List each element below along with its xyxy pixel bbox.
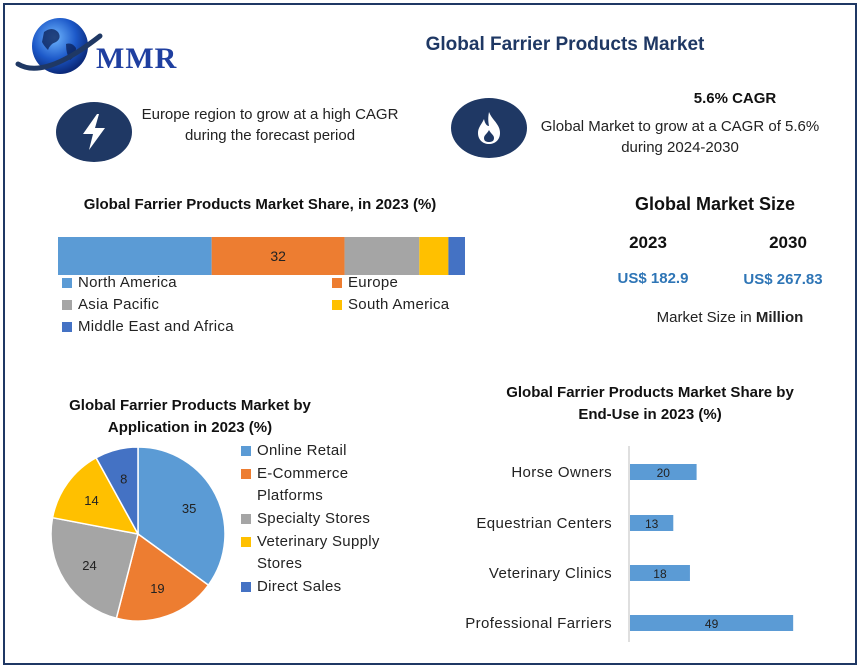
pie-data-label: 35 — [182, 501, 196, 516]
enduse-category-label: Professional Farriers — [465, 615, 612, 632]
enduse-bar-horse-owners — [630, 464, 697, 480]
stacked-data-label: 32 — [270, 248, 286, 264]
legend-label: Europe — [348, 274, 399, 291]
pie-slice-direct-sales — [95, 446, 139, 535]
legend-swatch — [62, 277, 72, 288]
pie-data-label: 24 — [82, 558, 96, 573]
enduse-data-label: 20 — [657, 466, 671, 480]
legend-swatch — [241, 582, 251, 592]
legend-item-north-america: North America — [62, 274, 177, 291]
pie-chart: 35 19 24 14 8 — [50, 446, 226, 622]
year-2023: 2023 — [629, 233, 667, 252]
legend-label: South America — [348, 296, 450, 313]
market-value-2023: US$ 182.9 — [617, 270, 689, 287]
legend-label: Middle East and Africa — [78, 318, 234, 335]
mmr-logo: MMR — [14, 14, 178, 80]
stacked-segment-middle-east-and-africa — [448, 237, 465, 275]
legend-item-specialty-stores: Specialty Stores — [241, 508, 401, 530]
year-2030: 2030 — [769, 233, 807, 252]
legend-item-veterinary-supply-stores: Veterinary Supply Stores — [241, 531, 401, 575]
market-size-title: Global Market Size — [634, 194, 796, 214]
pie-data-label: 14 — [84, 493, 98, 508]
enduse-bar-professional-farriers — [630, 615, 794, 631]
legend-label: E-Commerce Platforms — [257, 465, 349, 504]
legend-item-asia-pacific: Asia Pacific — [62, 296, 159, 313]
lightning-bolt-icon — [56, 102, 132, 162]
globe-logo-icon — [15, 18, 103, 74]
legend-label: Asia Pacific — [78, 296, 160, 313]
cagr-heading: 5.6% CAGR — [693, 90, 777, 107]
legend-swatch — [241, 537, 251, 547]
stacked-segment-europe — [211, 237, 345, 275]
legend-item-europe: Europe — [332, 274, 398, 291]
enduse-bar-equestrian-centers — [630, 515, 674, 531]
market-value-2030: US$ 267.83 — [743, 271, 823, 288]
enduse-data-label: 49 — [705, 617, 719, 631]
legend-swatch — [241, 514, 251, 524]
stacked-segment-north-america — [58, 237, 212, 275]
legend-item-south-america: South America — [332, 296, 449, 313]
legend-label: Specialty Stores — [257, 510, 371, 527]
enduse-chart-title: Global Farrier Products Market Share by … — [506, 384, 794, 423]
logo-text: MMR — [96, 42, 178, 75]
market-size-unit: Market Size in Million — [656, 309, 804, 326]
legend-label: Direct Sales — [257, 578, 342, 595]
stacked-segment-asia-pacific — [344, 237, 420, 275]
legend-swatch — [62, 321, 72, 332]
enduse-category-label: Equestrian Centers — [476, 515, 612, 532]
pie-data-label: 19 — [150, 581, 164, 596]
pie-slice-e-commerce-platforms — [115, 532, 210, 622]
legend-swatch — [241, 446, 251, 456]
legend-item-online-retail: Online Retail — [241, 440, 401, 462]
enduse-category-label: Veterinary Clinics — [489, 565, 612, 582]
cagr-note: Global Market to grow at a CAGR of 5.6% … — [540, 118, 820, 156]
pie-data-label: 8 — [120, 471, 127, 486]
flame-icon — [451, 98, 527, 158]
pie-slice-veterinary-supply-stores — [51, 456, 140, 536]
stacked-chart-title: Global Farrier Products Market Share, in… — [83, 196, 437, 213]
legend-swatch — [332, 299, 342, 310]
stacked-segment-south-america — [419, 237, 449, 275]
legend-label: Online Retail — [257, 442, 347, 459]
europe-growth-note: Europe region to grow at a high CAGR dur… — [141, 106, 399, 144]
legend-label: North America — [78, 274, 177, 291]
legend-item-middle-east-and-africa: Middle East and Africa — [62, 318, 234, 335]
enduse-bar-veterinary-clinics — [630, 565, 690, 581]
pie-slice-specialty-stores — [50, 516, 139, 620]
legend-item-e-commerce-platforms: E-Commerce Platforms — [241, 463, 401, 507]
page-title: Global Farrier Products Market — [425, 34, 705, 55]
legend-swatch — [62, 299, 72, 310]
pie-chart-title: Global Farrier Products Market by Applic… — [69, 397, 311, 436]
legend-label: Veterinary Supply Stores — [257, 533, 380, 572]
legend-swatch — [241, 469, 251, 479]
legend-swatch — [332, 277, 342, 288]
pie-slice-online-retail — [137, 446, 226, 587]
pie-legend: Online Retail E-Commerce Platforms Special… — [241, 440, 401, 599]
legend-item-direct-sales: Direct Sales — [241, 576, 401, 598]
enduse-data-label: 13 — [645, 517, 659, 531]
enduse-data-label: 18 — [653, 567, 667, 581]
enduse-category-label: Horse Owners — [511, 464, 612, 481]
